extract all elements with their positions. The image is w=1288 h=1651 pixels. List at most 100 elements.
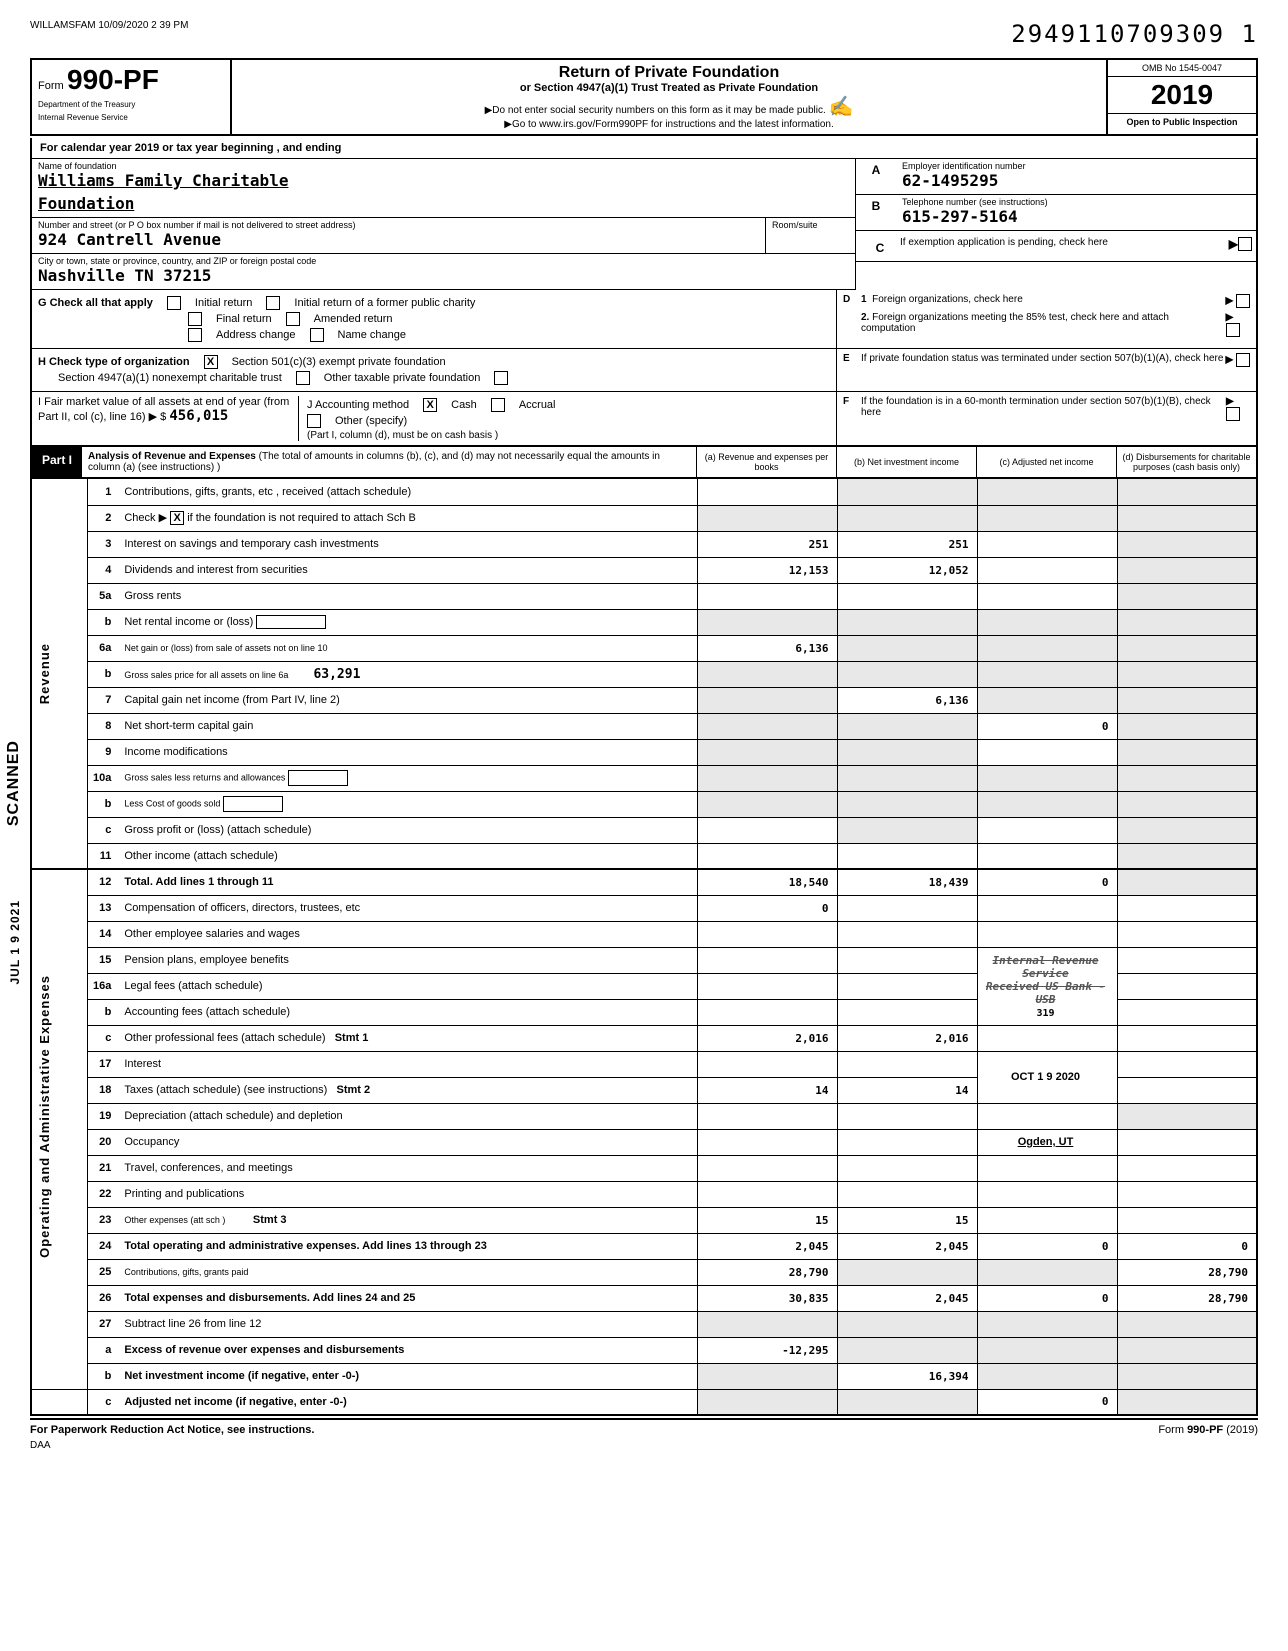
g-amended-return-checkbox[interactable] (286, 312, 300, 326)
part1-label: Part I (32, 447, 82, 477)
daa-label: DAA (30, 1440, 1258, 1451)
g-initial-return-checkbox[interactable] (167, 296, 181, 310)
table-row: c Other professional fees (attach schedu… (31, 1025, 1257, 1051)
expenses-table: Revenue 1 Contributions, gifts, grants, … (30, 479, 1258, 1416)
arrow-icon: ▶ (1226, 355, 1234, 366)
col-c-header: (c) Adjusted net income (976, 447, 1116, 477)
stmt1-label: Stmt 1 (335, 1032, 369, 1044)
omb-number: OMB No 1545-0047 (1108, 60, 1256, 77)
table-row: 4 Dividends and interest from securities… (31, 557, 1257, 583)
barcode-number: 2949110709309 1 (1011, 20, 1258, 48)
d1-checkbox[interactable] (1236, 294, 1250, 308)
arrow-icon: ▶ (1226, 296, 1234, 307)
form-subtitle: or Section 4947(a)(1) Trust Treated as P… (236, 82, 1102, 94)
oct-stamp: OCT 1 9 2020 (977, 1051, 1117, 1103)
ein-value: 62-1495295 (896, 171, 1256, 194)
section-i-left: I Fair market value of all assets at end… (32, 392, 836, 445)
foundation-name-block: Name of foundation Williams Family Chari… (30, 159, 1258, 290)
col-e-label: E (843, 353, 861, 367)
doc-meta-text: WILLAMSFAM 10/09/2020 2 39 PM (30, 20, 188, 31)
table-row: 15 Pension plans, employee benefits Inte… (31, 947, 1257, 973)
h-4947-checkbox[interactable] (296, 371, 310, 385)
table-row: b Net rental income or (loss) (31, 609, 1257, 635)
j-note: (Part I, column (d), must be on cash bas… (307, 430, 830, 441)
cogs-input[interactable] (223, 796, 283, 812)
f-checkbox[interactable] (1226, 407, 1240, 421)
table-row: 24 Total operating and administrative ex… (31, 1233, 1257, 1259)
form-title-box: Return of Private Foundation or Section … (232, 60, 1106, 134)
table-row: Revenue 1 Contributions, gifts, grants, … (31, 479, 1257, 505)
col-b-header: (b) Net investment income (836, 447, 976, 477)
foundation-name-2: Foundation (32, 194, 855, 217)
signature-scribble-icon: ✍ (829, 96, 854, 118)
schb-checkbox[interactable]: X (170, 511, 184, 525)
name-label: Name of foundation (32, 159, 855, 171)
form-ref: Form 990-PF (2019) (1158, 1424, 1258, 1436)
col-a-header: (a) Revenue and expenses per books (696, 447, 836, 477)
form-number-box: Form 990-PF Department of the Treasury I… (32, 60, 232, 134)
footer-row: For Paperwork Reduction Act Notice, see … (30, 1418, 1258, 1436)
section-f-right: F If the foundation is in a 60-month ter… (836, 392, 1256, 445)
g-final-return-checkbox[interactable] (188, 312, 202, 326)
section-h-left: H Check type of organization XSection 50… (32, 349, 836, 391)
room-label: Room/suite (766, 218, 855, 230)
col-d-label: D (843, 294, 861, 337)
form-note2: ▶Go to www.irs.gov/Form990PF for instruc… (236, 119, 1102, 130)
j-accrual-checkbox[interactable] (491, 398, 505, 412)
table-row: b Net investment income (if negative, en… (31, 1363, 1257, 1389)
table-row: 27 Subtract line 26 from line 12 (31, 1311, 1257, 1337)
e-checkbox[interactable] (1236, 353, 1250, 367)
phone-value: 615-297-5164 (896, 207, 1256, 230)
table-row: b Gross sales price for all assets on li… (31, 661, 1257, 687)
table-row: 13 Compensation of officers, directors, … (31, 895, 1257, 921)
revenue-sidebar: Revenue (31, 479, 88, 869)
table-row: 20 Occupancy Ogden, UT (31, 1129, 1257, 1155)
table-row: 6a Net gain or (loss) from sale of asset… (31, 635, 1257, 661)
stmt3-label: Stmt 3 (253, 1214, 287, 1226)
gross-sales-value: 63,291 (313, 667, 360, 682)
arrow-icon: ▶ (1226, 312, 1234, 323)
table-row: 14 Other employee salaries and wages (31, 921, 1257, 947)
d2-checkbox[interactable] (1226, 323, 1240, 337)
col-a-label: A (856, 159, 896, 194)
form-title: Return of Private Foundation (236, 64, 1102, 82)
city-label: City or town, state or province, country… (32, 254, 855, 266)
open-public-label: Open to Public Inspection (1108, 113, 1256, 130)
paperwork-notice: For Paperwork Reduction Act Notice, see … (30, 1424, 314, 1436)
table-row: 3 Interest on savings and temporary cash… (31, 531, 1257, 557)
exempt-label: If exemption application is pending, che… (900, 237, 1229, 255)
year-box: OMB No 1545-0047 2019 Open to Public Ins… (1106, 60, 1256, 134)
g-name-change-checkbox[interactable] (310, 328, 324, 342)
exempt-checkbox[interactable] (1238, 237, 1252, 251)
foundation-name-1: Williams Family Charitable (32, 171, 855, 194)
jul-date-stamp: JUL 1 9 2021 (8, 900, 22, 985)
g-initial-former-checkbox[interactable] (266, 296, 280, 310)
h-501c3-checkbox[interactable]: X (204, 355, 218, 369)
table-row: Operating and Administrative Expenses 12… (31, 869, 1257, 895)
gross-sales-input[interactable] (288, 770, 348, 786)
form-header: Form 990-PF Department of the Treasury I… (30, 58, 1258, 136)
document-top-meta: WILLAMSFAM 10/09/2020 2 39 PM 2949110709… (30, 20, 1258, 48)
table-row: 10a Gross sales less returns and allowan… (31, 765, 1257, 791)
addr-label: Number and street (or P O box number if … (32, 218, 765, 230)
arrow-icon: ▶ (1226, 396, 1234, 407)
stmt2-label: Stmt 2 (337, 1084, 371, 1096)
part1-desc: Analysis of Revenue and Expenses (The to… (82, 447, 696, 477)
net-rental-input[interactable] (256, 615, 326, 629)
g-label: G Check all that apply (38, 297, 153, 309)
j-other-checkbox[interactable] (307, 414, 321, 428)
table-row: c Adjusted net income (if negative, ente… (31, 1389, 1257, 1415)
h-other-taxable-checkbox[interactable] (494, 371, 508, 385)
table-row: 5a Gross rents (31, 583, 1257, 609)
name-right-column: A Employer identification number 62-1495… (856, 159, 1256, 290)
irs-stamp-cell: Internal Revenue Service Received US Ban… (977, 947, 1117, 1025)
g-address-change-checkbox[interactable] (188, 328, 202, 342)
table-row: 17 Interest OCT 1 9 2020 (31, 1051, 1257, 1077)
form-note1: ▶Do not enter social security numbers on… (236, 94, 1102, 119)
scanned-stamp: SCANNED (5, 740, 23, 826)
table-row: 23 Other expenses (att sch ) Stmt 3 15 1… (31, 1207, 1257, 1233)
calendar-year-row: For calendar year 2019 or tax year begin… (30, 138, 1258, 159)
col-f-label: F (843, 396, 861, 421)
table-row: 8 Net short-term capital gain 0 (31, 713, 1257, 739)
j-cash-checkbox[interactable]: X (423, 398, 437, 412)
